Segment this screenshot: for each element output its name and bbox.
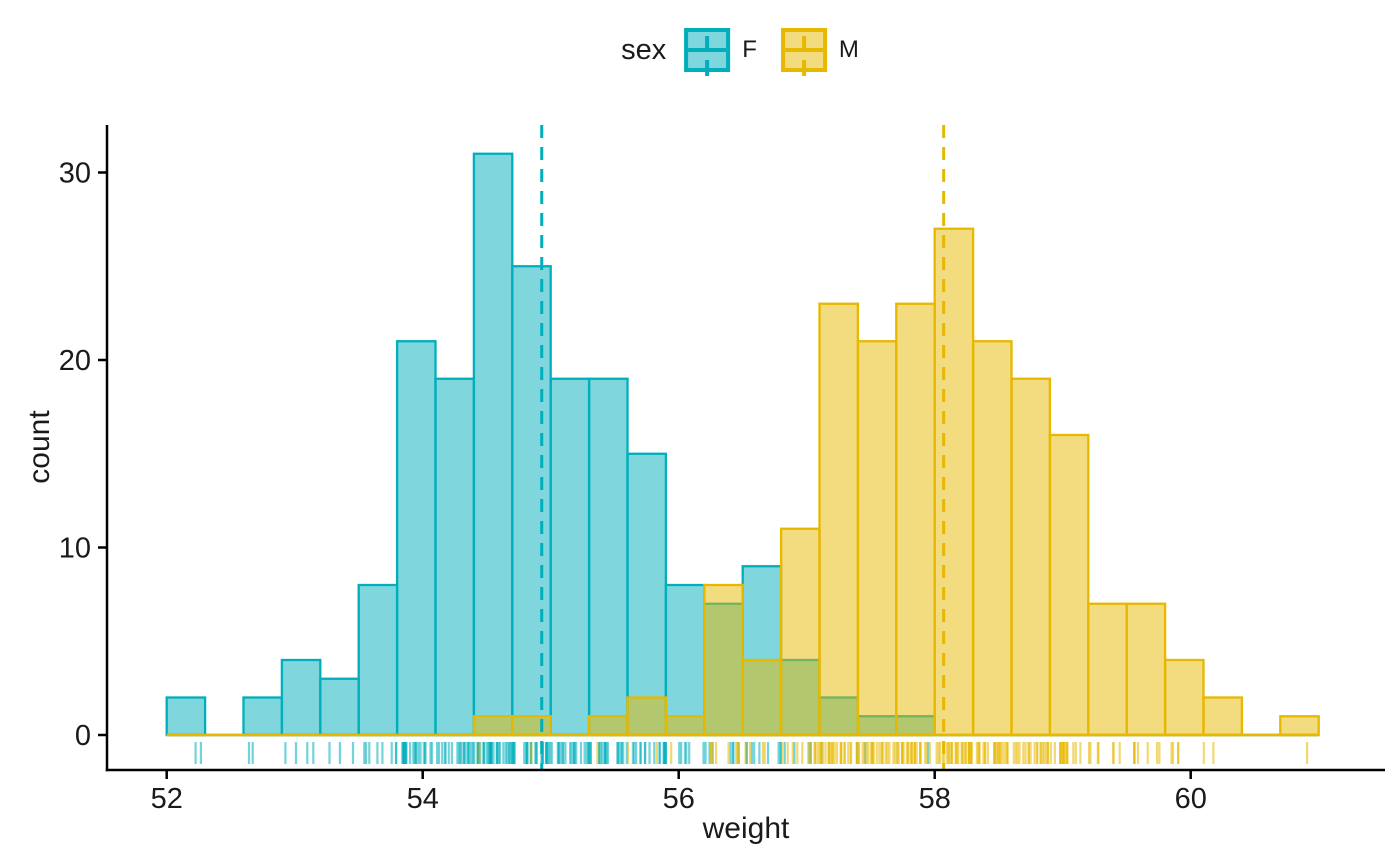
histogram-bar-M xyxy=(1163,658,1205,737)
histogram-bar-M xyxy=(971,340,1013,737)
legend-key-vdash-bottom-glyph xyxy=(801,60,806,76)
legend-key-icon xyxy=(780,28,827,76)
histogram-bar-M xyxy=(1279,715,1320,737)
legend: sex F M xyxy=(621,28,869,76)
histogram-bar-M xyxy=(741,658,783,737)
histogram-bar-M xyxy=(1010,377,1052,737)
histogram-bar-M xyxy=(1125,602,1167,737)
legend-key-hline-glyph xyxy=(784,48,823,52)
histogram-bar-F xyxy=(511,265,552,737)
histogram-bar-M xyxy=(779,527,821,737)
y-tick-label: 20 xyxy=(59,345,91,377)
histogram-bar-M xyxy=(933,227,975,737)
histogram-bar-F xyxy=(395,340,437,737)
histogram-bar-M xyxy=(511,715,552,737)
histogram-bar-M xyxy=(818,302,860,737)
x-axis-title: weight xyxy=(702,812,790,845)
y-axis-title: count xyxy=(23,410,56,484)
histogram-bar-F xyxy=(664,583,706,737)
legend-title: sex xyxy=(621,33,667,66)
histogram-bar-F xyxy=(434,377,476,737)
histogram-bar-F xyxy=(549,377,591,737)
histogram-bar-M xyxy=(626,696,668,737)
legend-key-icon xyxy=(684,28,731,76)
histogram-bar-M xyxy=(703,583,744,737)
x-tick-label: 54 xyxy=(407,783,439,815)
histogram-bar-M xyxy=(856,340,898,737)
histogram-bar-F xyxy=(587,377,629,737)
legend-key-vdash-top-glyph xyxy=(801,36,806,49)
histogram-bar-F xyxy=(472,152,514,737)
x-tick-label: 56 xyxy=(663,783,695,815)
histogram-bar-F xyxy=(626,452,668,737)
legend-key-vdash-bottom-glyph xyxy=(705,60,710,76)
histogram-bar-F xyxy=(357,583,399,737)
histogram-bar-M xyxy=(1087,602,1128,737)
y-tick-label: 30 xyxy=(59,158,91,190)
legend-label: M xyxy=(838,36,859,63)
histogram-bar-F xyxy=(319,677,360,737)
histogram-bar-F xyxy=(242,696,284,737)
histogram-bar-M xyxy=(664,715,706,737)
histogram-bar-M xyxy=(472,715,514,737)
histogram-bar-F xyxy=(280,658,322,737)
x-tick-label: 58 xyxy=(919,783,951,815)
legend-item-M: M xyxy=(780,28,859,76)
legend-item-F: F xyxy=(684,28,757,76)
x-tick-label: 52 xyxy=(151,783,183,815)
y-tick-label: 10 xyxy=(59,533,91,565)
y-tick-label: 0 xyxy=(75,720,91,752)
histogram-bar-M xyxy=(1048,433,1090,737)
histogram-bar-M xyxy=(895,302,936,737)
histogram-bar-M xyxy=(1202,696,1244,737)
histogram-bar-F xyxy=(165,696,207,737)
rug-marks-F xyxy=(194,742,930,764)
histogram-bar-M xyxy=(587,715,629,737)
legend-key-hline-glyph xyxy=(688,48,727,52)
rug-marks-M xyxy=(478,742,1309,764)
x-tick-label: 60 xyxy=(1175,783,1207,815)
legend-key-vdash-top-glyph xyxy=(705,36,710,49)
legend-label: F xyxy=(742,36,757,63)
